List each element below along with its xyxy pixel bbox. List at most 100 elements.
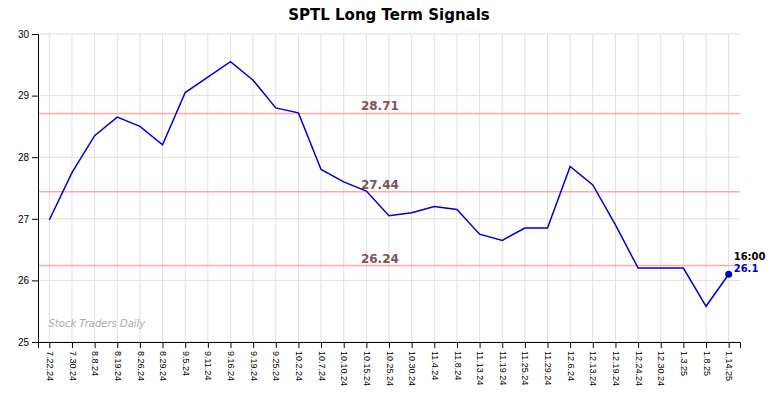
x-tick-label: 11.29.24 xyxy=(543,351,553,385)
x-tick: 10.2.24 xyxy=(294,342,304,381)
x-tick: 8.8.24 xyxy=(90,342,100,376)
x-tick: 8.29.24 xyxy=(158,342,168,381)
annotations: 28.7127.4426.2416:0026.1Stock Traders Da… xyxy=(49,99,766,328)
x-tick: 9.11.24 xyxy=(203,342,213,380)
x-tick-mark xyxy=(729,342,730,348)
x-tick-label: 1.14.25 xyxy=(724,351,734,381)
grid-line-x xyxy=(615,34,616,342)
x-tick: 8.19.24 xyxy=(113,342,123,381)
grid-line-x xyxy=(638,34,639,342)
grid-line-x xyxy=(592,34,593,342)
x-tick-mark xyxy=(230,342,231,348)
x-tick-mark xyxy=(276,342,277,348)
x-tick-label: 11.13.24 xyxy=(475,351,485,385)
x-tick: 12.6.24 xyxy=(566,342,576,381)
grid-line-x xyxy=(298,34,299,342)
x-tick: 10.7.24 xyxy=(317,342,327,381)
y-tick: 27 xyxy=(18,214,38,225)
x-tick-mark xyxy=(638,342,639,348)
y-tick: 28 xyxy=(18,152,38,163)
y-tick: 29 xyxy=(18,90,38,101)
x-tick-label: 11.25.24 xyxy=(520,351,530,385)
x-tick: 12.19.24 xyxy=(611,342,621,386)
x-tick-mark xyxy=(140,342,141,348)
x-tick-label: 1.3.25 xyxy=(679,351,689,376)
x-tick-mark xyxy=(95,342,96,348)
x-tick-label: 10.2.24 xyxy=(294,351,304,381)
grid-line-x xyxy=(706,34,707,342)
grid-line-x xyxy=(434,34,435,342)
x-tick-mark xyxy=(163,342,164,348)
x-tick-label: 12.13.24 xyxy=(588,351,598,386)
x-tick-mark xyxy=(298,342,299,348)
x-tick: 11.25.24 xyxy=(520,342,530,385)
x-tick-mark xyxy=(185,342,186,348)
x-tick: 9.19.24 xyxy=(249,342,259,381)
grid-line-x xyxy=(139,34,140,342)
x-tick-mark xyxy=(615,342,616,348)
x-tick-mark xyxy=(389,342,390,348)
grid-line-x xyxy=(162,34,163,342)
grid-line-x xyxy=(728,34,729,342)
grid-line-x xyxy=(49,34,50,342)
x-tick: 10.10.24 xyxy=(339,342,349,386)
x-tick-mark xyxy=(49,342,50,348)
x-tick-label: 12.24.24 xyxy=(634,351,644,386)
grid-line-x xyxy=(456,34,457,342)
x-tick-mark xyxy=(570,342,571,348)
x-tick: 8.26.24 xyxy=(136,342,146,381)
x-tick-label: 7.22.24 xyxy=(45,351,55,381)
x-tick-mark xyxy=(525,342,526,348)
x-tick: 9.25.24 xyxy=(271,342,281,381)
x-tick-label: 9.25.24 xyxy=(271,351,281,381)
x-tick: 10.15.24 xyxy=(362,342,372,386)
grid-line-x xyxy=(185,34,186,342)
x-tick-label: 8.19.24 xyxy=(113,351,123,381)
grid-line-x xyxy=(411,34,412,342)
x-axis-line xyxy=(39,343,741,349)
title: SPTL Long Term Signals xyxy=(288,6,490,24)
x-tick-mark xyxy=(366,342,367,348)
last-value-label: 26.1 xyxy=(734,263,759,274)
x-axis: 7.22.247.30.248.8.248.19.248.26.248.29.2… xyxy=(39,342,741,386)
x-tick: 9.16.24 xyxy=(226,342,236,381)
x-tick: 12.24.24 xyxy=(634,342,644,386)
x-tick: 10.25.24 xyxy=(385,342,395,386)
y-tick: 26 xyxy=(18,275,38,286)
x-tick-mark xyxy=(457,342,458,348)
y-tick-mark xyxy=(32,219,38,220)
x-tick: 7.22.24 xyxy=(45,342,55,381)
x-tick-mark xyxy=(593,342,594,348)
x-tick-label: 9.11.24 xyxy=(203,351,213,380)
last-point xyxy=(725,271,732,278)
x-tick: 10.30.24 xyxy=(407,342,417,386)
y-tick: 30 xyxy=(18,29,38,40)
y-tick: 25 xyxy=(18,337,38,348)
x-tick-mark xyxy=(253,342,254,348)
x-tick-mark xyxy=(502,342,503,348)
x-tick-label: 10.25.24 xyxy=(385,351,395,386)
grid-line-x xyxy=(524,34,525,342)
price-line xyxy=(49,62,728,307)
grid-line-x xyxy=(343,34,344,342)
watermark: Stock Traders Daily xyxy=(49,318,147,329)
x-tick-mark xyxy=(344,342,345,348)
grid-line-x xyxy=(660,34,661,342)
x-tick-mark xyxy=(434,342,435,348)
x-tick-label: 10.30.24 xyxy=(407,351,417,386)
x-tick: 1.8.25 xyxy=(702,342,712,376)
x-tick-label: 8.8.24 xyxy=(90,351,100,376)
x-tick-label: 10.15.24 xyxy=(362,351,372,386)
grid-line-x xyxy=(570,34,571,342)
x-tick-mark xyxy=(72,342,73,348)
x-tick-mark xyxy=(117,342,118,348)
y-axis-line xyxy=(32,35,39,343)
x-tick-mark xyxy=(480,342,481,348)
x-tick-mark xyxy=(661,342,662,348)
plot: 2526272829307.22.247.30.248.8.248.19.248… xyxy=(18,29,766,386)
grid-line-x xyxy=(479,34,480,342)
y-tick-label: 25 xyxy=(18,337,30,348)
grid-line-x xyxy=(71,34,72,342)
x-tick-label: 9.19.24 xyxy=(249,351,259,381)
x-tick-mark xyxy=(412,342,413,348)
